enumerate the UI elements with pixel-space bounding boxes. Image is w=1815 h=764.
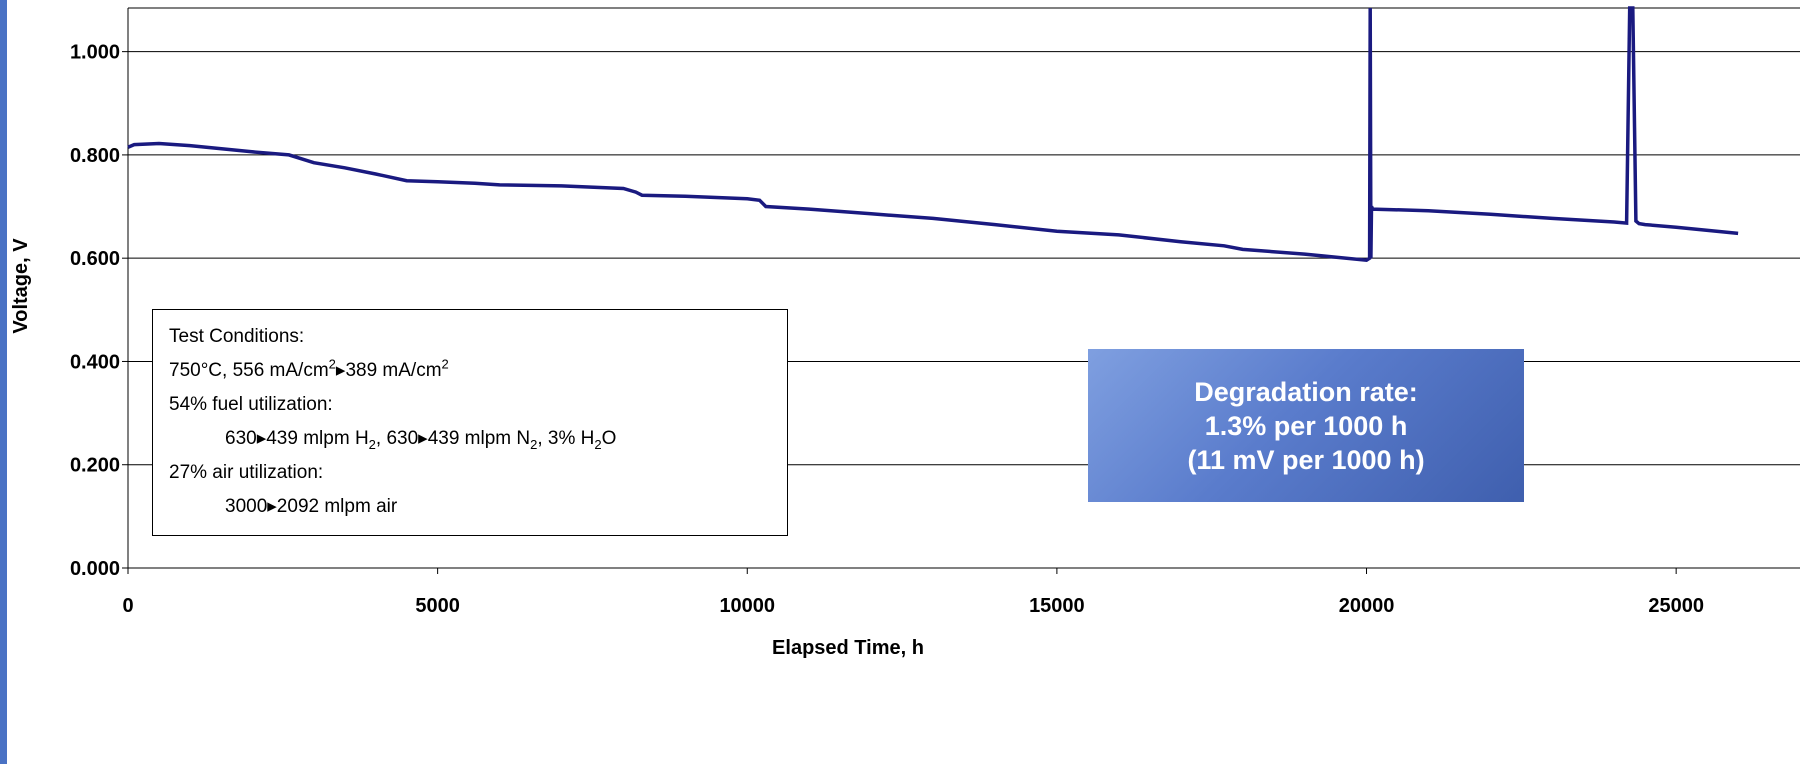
- tick-labels: 0.000 0.200 0.400 0.600 0.800 1.000 0 5000 10000…: [70, 42, 1704, 617]
- x-tick-label-4: 20000: [1339, 595, 1395, 617]
- x-tick-label-0: 0: [122, 595, 133, 617]
- conditions-fuel-flows: 630▸439 mlpm H2, 630▸439 mlpm N2, 3% H2O: [225, 428, 617, 452]
- test-conditions-box: Test Conditions: 750°C, 556 mA/cm2▸389 m…: [152, 309, 788, 536]
- x-tick-label-3: 15000: [1029, 595, 1085, 617]
- y-tick-label-3: 0.600: [70, 248, 120, 270]
- conditions-air-flow: 3000▸2092 mlpm air: [225, 496, 398, 517]
- y-tick-label-0: 0.000: [70, 558, 120, 580]
- x-tick-label-1: 5000: [415, 595, 460, 617]
- y-tick-label-1: 0.200: [70, 455, 120, 477]
- x-tick-label-5: 25000: [1648, 595, 1704, 617]
- degradation-rate-box: Degradation rate: 1.3% per 1000 h (11 mV…: [1088, 349, 1524, 502]
- conditions-title: Test Conditions:: [169, 326, 305, 347]
- y-tick-label-2: 0.400: [70, 351, 120, 373]
- y-axis-title: Voltage, V: [10, 238, 32, 334]
- degradation-line-3: (11 mV per 1000 h): [1187, 444, 1425, 475]
- axes: [122, 7, 1800, 574]
- degradation-line-1: Degradation rate:: [1194, 376, 1418, 407]
- conditions-air-title: 27% air utilization:: [169, 462, 324, 483]
- y-tick-label-5: 1.000: [70, 42, 120, 64]
- y-tick-label-4: 0.800: [70, 145, 120, 167]
- voltage-series-line: [127, 6, 1739, 263]
- degradation-line-2: 1.3% per 1000 h: [1204, 410, 1408, 441]
- conditions-fuel-title: 54% fuel utilization:: [169, 394, 333, 415]
- x-axis-title: Elapsed Time, h: [772, 637, 924, 659]
- left-accent-bar: [0, 0, 7, 764]
- x-tick-label-2: 10000: [719, 595, 775, 617]
- conditions-temperature-current: 750°C, 556 mA/cm2▸389 mA/cm2: [169, 356, 449, 381]
